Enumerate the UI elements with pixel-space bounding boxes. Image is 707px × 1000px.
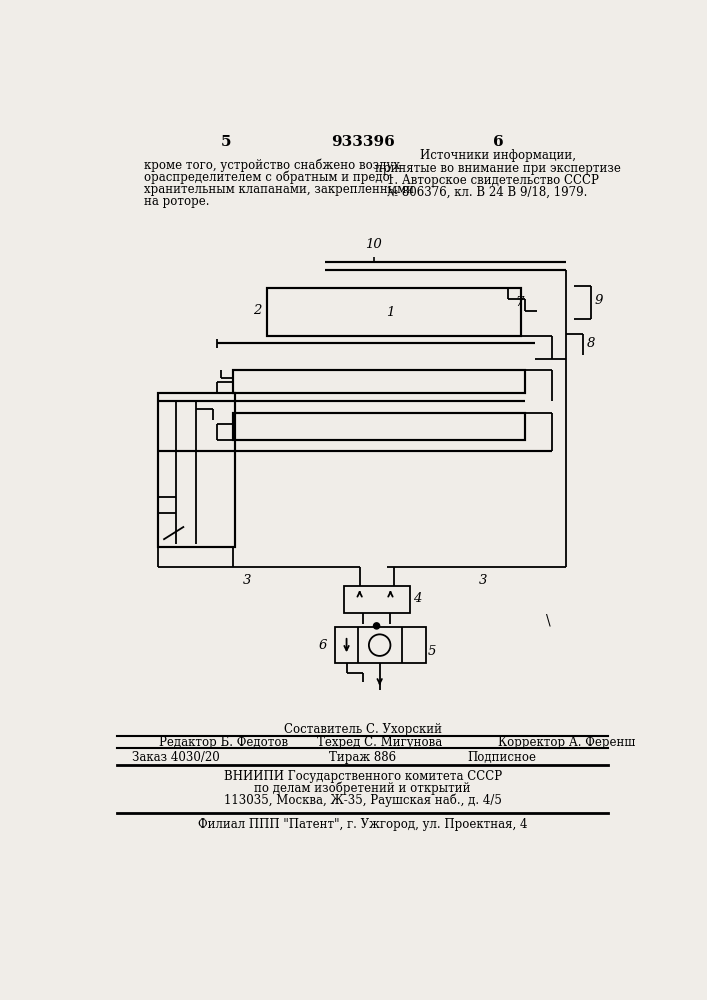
Bar [344,586,409,613]
Text: Подписное: Подписное [467,751,537,764]
Text: принятые во внимание при экспертизе: принятые во внимание при экспертизе [375,162,621,175]
Text: по делам изобретений и открытий: по делам изобретений и открытий [255,782,471,795]
Text: ораспределителем с обратным и предо-: ораспределителем с обратным и предо- [144,171,394,184]
Text: 5: 5 [221,135,232,149]
Text: Техред С. Мигунова: Техред С. Мигунова [317,736,443,749]
Bar [267,288,521,336]
Text: 8: 8 [587,337,595,350]
Text: 10: 10 [365,238,382,251]
Text: 933396: 933396 [331,135,395,149]
Bar [158,393,235,547]
Text: 3: 3 [479,574,487,587]
Circle shape [373,623,380,629]
Text: 7: 7 [515,296,524,309]
Text: Корректор А. Ференш: Корректор А. Ференш [498,736,636,749]
Text: Филиал ППП "Патент", г. Ужгород, ул. Проектная, 4: Филиал ППП "Патент", г. Ужгород, ул. Про… [198,818,527,831]
Text: 1. Авторское свидетельство СССР: 1. Авторское свидетельство СССР [387,174,598,187]
Text: 113035, Москва, Ж-35, Раушская наб., д. 4/5: 113035, Москва, Ж-35, Раушская наб., д. … [224,794,502,807]
Bar [233,370,525,393]
Text: 9: 9 [595,294,603,307]
Text: 5: 5 [428,645,436,658]
Text: Редактор Б. Федотов: Редактор Б. Федотов [160,736,288,749]
Text: № 806376, кл. В 24 В 9/18, 1979.: № 806376, кл. В 24 В 9/18, 1979. [387,186,587,199]
Text: кроме того, устройство снабжено воздух-: кроме того, устройство снабжено воздух- [144,158,404,172]
Text: 3: 3 [243,574,251,587]
Text: Составитель С. Ухорский: Составитель С. Ухорский [284,723,442,736]
Text: Источники информации,: Источники информации, [420,149,576,162]
Text: Заказ 4030/20: Заказ 4030/20 [132,751,221,764]
Text: Тираж 886: Тираж 886 [329,751,396,764]
Text: 4: 4 [414,592,422,605]
Text: 1: 1 [386,306,395,319]
Text: 6: 6 [493,135,503,149]
Text: \: \ [546,613,551,628]
Text: 2: 2 [252,304,261,317]
Text: ВНИИПИ Государственного комитета СССР: ВНИИПИ Государственного комитета СССР [223,770,502,783]
Bar [335,627,426,663]
Text: на роторе.: на роторе. [144,195,209,208]
Bar [233,413,525,440]
Text: хранительным клапанами, закрепленными: хранительным клапанами, закрепленными [144,183,414,196]
Text: 6: 6 [318,639,327,652]
